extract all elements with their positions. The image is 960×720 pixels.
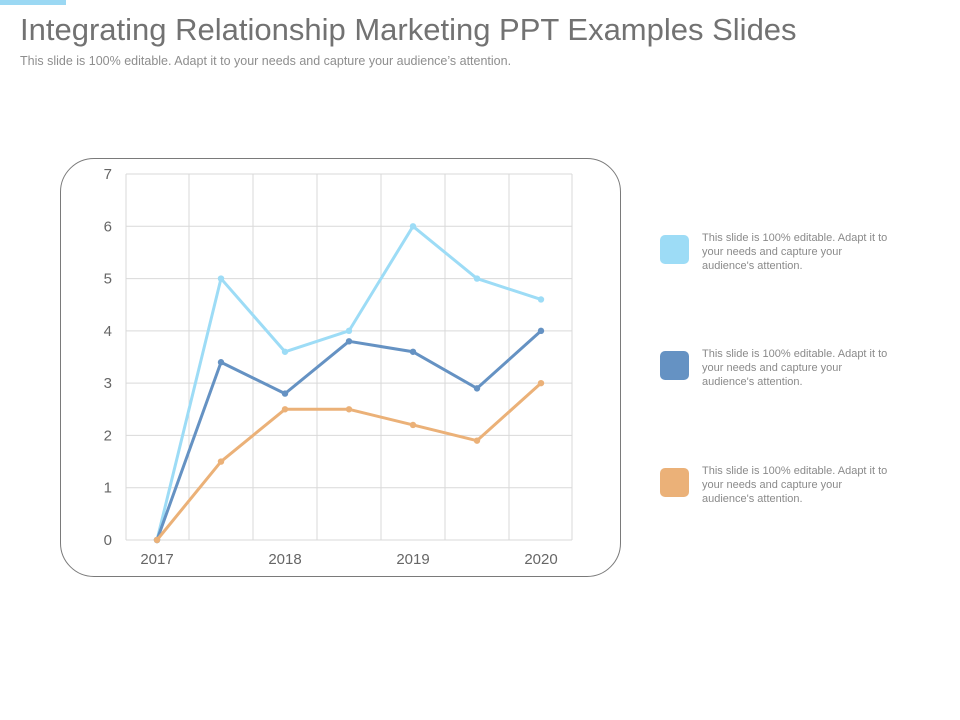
series-2-point (345, 338, 353, 345)
legend-swatch-2 (660, 351, 689, 380)
series-2-point (281, 390, 289, 397)
series-3-point (281, 406, 289, 413)
slide-title: Integrating Relationship Marketing PPT E… (20, 12, 797, 47)
chart-series (153, 223, 545, 544)
series-1-point (281, 348, 289, 355)
x-tick-label: 2018 (268, 551, 301, 568)
series-2-point (409, 348, 417, 355)
legend-text-3: This slide is 100% editable. Adapt it to… (702, 465, 888, 505)
series-3-point (537, 379, 545, 387)
series-3-point (345, 406, 353, 413)
legend-swatch-3 (660, 468, 689, 497)
slide-subtitle: This slide is 100% editable. Adapt it to… (20, 54, 512, 68)
y-tick-label: 7 (104, 166, 112, 183)
series-3-point (409, 421, 417, 429)
legend-swatch-1 (660, 235, 689, 264)
y-tick-label: 3 (104, 375, 112, 392)
y-tick-label: 6 (104, 218, 112, 235)
y-tick-label: 1 (104, 480, 112, 497)
series-1-point (473, 275, 481, 282)
series-3-point (153, 536, 161, 544)
x-axis-ticks: 2017 2018 2019 2020 (140, 551, 557, 568)
y-tick-label: 2 (104, 427, 112, 444)
series-3-point (473, 437, 481, 444)
legend-item-2: This slide is 100% editable. Adapt it to… (660, 347, 910, 407)
series-1-point (345, 327, 353, 335)
series-3-point (217, 458, 225, 465)
x-tick-label: 2017 (140, 551, 173, 568)
chart-grid (125, 173, 573, 541)
series-2-point (217, 359, 225, 366)
y-tick-label: 0 (104, 532, 112, 549)
legend-text-2: This slide is 100% editable. Adapt it to… (702, 348, 888, 388)
y-tick-label: 4 (104, 323, 112, 340)
series-1-point (537, 296, 545, 303)
y-tick-label: 5 (104, 271, 112, 288)
legend-item-3: This slide is 100% editable. Adapt it to… (660, 464, 910, 524)
top-accent-bar (0, 0, 66, 5)
series-1-point (409, 223, 417, 230)
series-2-point (473, 385, 481, 392)
series-1-point (217, 275, 225, 282)
series-3 (153, 379, 545, 544)
y-axis-ticks: 0 1 2 3 4 5 6 7 (104, 166, 112, 549)
x-tick-label: 2019 (396, 551, 429, 568)
x-tick-label: 2020 (524, 551, 557, 568)
legend-item-1: This slide is 100% editable. Adapt it to… (660, 231, 910, 291)
legend-text-1: This slide is 100% editable. Adapt it to… (702, 232, 888, 272)
chart-frame (60, 158, 621, 577)
series-2-point (537, 327, 545, 335)
